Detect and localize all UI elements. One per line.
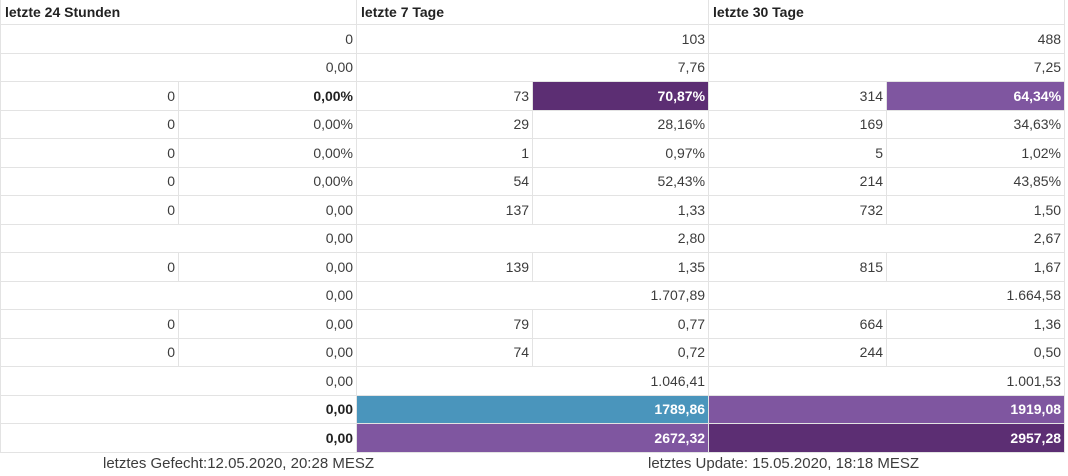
cell-7d: 2,80 (356, 223, 710, 253)
cell-24h-percent: 0,00% (177, 109, 358, 139)
table-row: 0,00 2672,32 2957,28 (0, 423, 1066, 453)
table-row: 0 0,00% 73 70,87% 314 64,34% (0, 81, 1066, 111)
cell-24h-count: 0 (0, 138, 179, 168)
cell-24h-value: 0,00 (177, 195, 358, 225)
table-row: 0 0,00 79 0,77 664 1,36 (0, 309, 1066, 339)
cell-30d-count: 214 (708, 166, 888, 196)
cell-30d-count: 815 (708, 252, 888, 282)
cell-30d-percent: 43,85% (886, 166, 1066, 196)
cell-7d-value: 0,77 (532, 309, 710, 339)
cell-7d-count: 74 (356, 337, 534, 367)
cell-7d: 103 (356, 24, 710, 54)
cell-24h-count: 0 (0, 81, 179, 111)
cell-30d: 488 (708, 24, 1066, 54)
cell-24h: 0,00 (0, 52, 358, 82)
cell-7d: 1.707,89 (356, 280, 710, 310)
cell-30d-count: 5 (708, 138, 888, 168)
cell-30d-percent: 1,02% (886, 138, 1066, 168)
table-row: 0,00 1789,86 1919,08 (0, 394, 1066, 424)
table-row: 0,00 2,80 2,67 (0, 223, 1066, 253)
cell-24h-value: 0,00 (177, 252, 358, 282)
cell-7d-percent-highlight: 70,87% (532, 81, 710, 111)
cell-7d-count: 137 (356, 195, 534, 225)
table-row: 0,00 7,76 7,25 (0, 52, 1066, 82)
last-update-text: letztes Update: 15.05.2020, 18:18 MESZ (648, 455, 920, 472)
cell-24h-total: 0,00 (0, 423, 358, 453)
cell-30d-total-highlight: 2957,28 (708, 423, 1066, 453)
cell-7d-percent: 52,43% (532, 166, 710, 196)
cell-30d-count: 732 (708, 195, 888, 225)
cell-24h-count: 0 (0, 195, 179, 225)
cell-30d: 7,25 (708, 52, 1066, 82)
cell-30d-value: 1,67 (886, 252, 1066, 282)
cell-24h-count: 0 (0, 252, 179, 282)
table-row: 0 0,00% 1 0,97% 5 1,02% (0, 138, 1066, 168)
cell-7d: 1.046,41 (356, 366, 710, 396)
table-row: 0 0,00% 29 28,16% 169 34,63% (0, 109, 1066, 139)
table-row: 0,00 1.046,41 1.001,53 (0, 366, 1066, 396)
cell-7d-count: 1 (356, 138, 534, 168)
cell-30d-count: 169 (708, 109, 888, 139)
last-fetch-text: letztes Gefecht:12.05.2020, 20:28 MESZ (103, 455, 374, 472)
cell-7d-count: 139 (356, 252, 534, 282)
cell-30d-count: 244 (708, 337, 888, 367)
cell-7d-value: 1,35 (532, 252, 710, 282)
cell-30d-total-highlight: 1919,08 (708, 394, 1066, 424)
cell-24h-percent: 0,00% (177, 81, 358, 111)
cell-24h: 0,00 (0, 223, 358, 253)
cell-7d-count: 73 (356, 81, 534, 111)
cell-7d-percent: 28,16% (532, 109, 710, 139)
cell-30d: 1.001,53 (708, 366, 1066, 396)
cell-30d-value: 1,50 (886, 195, 1066, 225)
cell-7d-count: 54 (356, 166, 534, 196)
table-row: 0 0,00 137 1,33 732 1,50 (0, 195, 1066, 225)
table-row: 0 0,00 74 0,72 244 0,50 (0, 337, 1066, 367)
cell-24h-percent: 0,00% (177, 138, 358, 168)
cell-24h-count: 0 (0, 166, 179, 196)
table-row: 0 0,00 139 1,35 815 1,67 (0, 252, 1066, 282)
cell-7d-value: 0,72 (532, 337, 710, 367)
cell-7d-percent: 0,97% (532, 138, 710, 168)
cell-24h: 0 (0, 24, 358, 54)
statistics-table: letzte 24 Stunden letzte 7 Tage letzte 3… (0, 0, 1066, 453)
cell-30d-value: 0,50 (886, 337, 1066, 367)
cell-7d-count: 79 (356, 309, 534, 339)
cell-7d-total-highlight: 2672,32 (356, 423, 710, 453)
cell-7d-count: 29 (356, 109, 534, 139)
table-row: 0 0,00% 54 52,43% 214 43,85% (0, 166, 1066, 196)
cell-24h: 0,00 (0, 280, 358, 310)
cell-30d: 1.664,58 (708, 280, 1066, 310)
header-last-24-hours: letzte 24 Stunden (0, 0, 358, 25)
cell-24h: 0,00 (0, 366, 358, 396)
cell-30d-value: 1,36 (886, 309, 1066, 339)
cell-24h-value: 0,00 (177, 309, 358, 339)
header-row: letzte 24 Stunden letzte 7 Tage letzte 3… (0, 0, 1066, 25)
header-last-7-days: letzte 7 Tage (356, 0, 710, 25)
cell-30d-percent-highlight: 64,34% (886, 81, 1066, 111)
cell-24h-count: 0 (0, 337, 179, 367)
cell-24h-count: 0 (0, 109, 179, 139)
cell-30d-percent: 34,63% (886, 109, 1066, 139)
cell-24h-value: 0,00 (177, 337, 358, 367)
cell-7d: 7,76 (356, 52, 710, 82)
table-row: 0 103 488 (0, 24, 1066, 54)
cell-30d: 2,67 (708, 223, 1066, 253)
cell-30d-count: 664 (708, 309, 888, 339)
cell-24h-total: 0,00 (0, 394, 358, 424)
cell-24h-count: 0 (0, 309, 179, 339)
header-last-30-days: letzte 30 Tage (708, 0, 1066, 25)
cell-7d-value: 1,33 (532, 195, 710, 225)
cell-24h-percent: 0,00% (177, 166, 358, 196)
cell-30d-count: 314 (708, 81, 888, 111)
table-row: 0,00 1.707,89 1.664,58 (0, 280, 1066, 310)
cell-7d-total-highlight: 1789,86 (356, 394, 710, 424)
